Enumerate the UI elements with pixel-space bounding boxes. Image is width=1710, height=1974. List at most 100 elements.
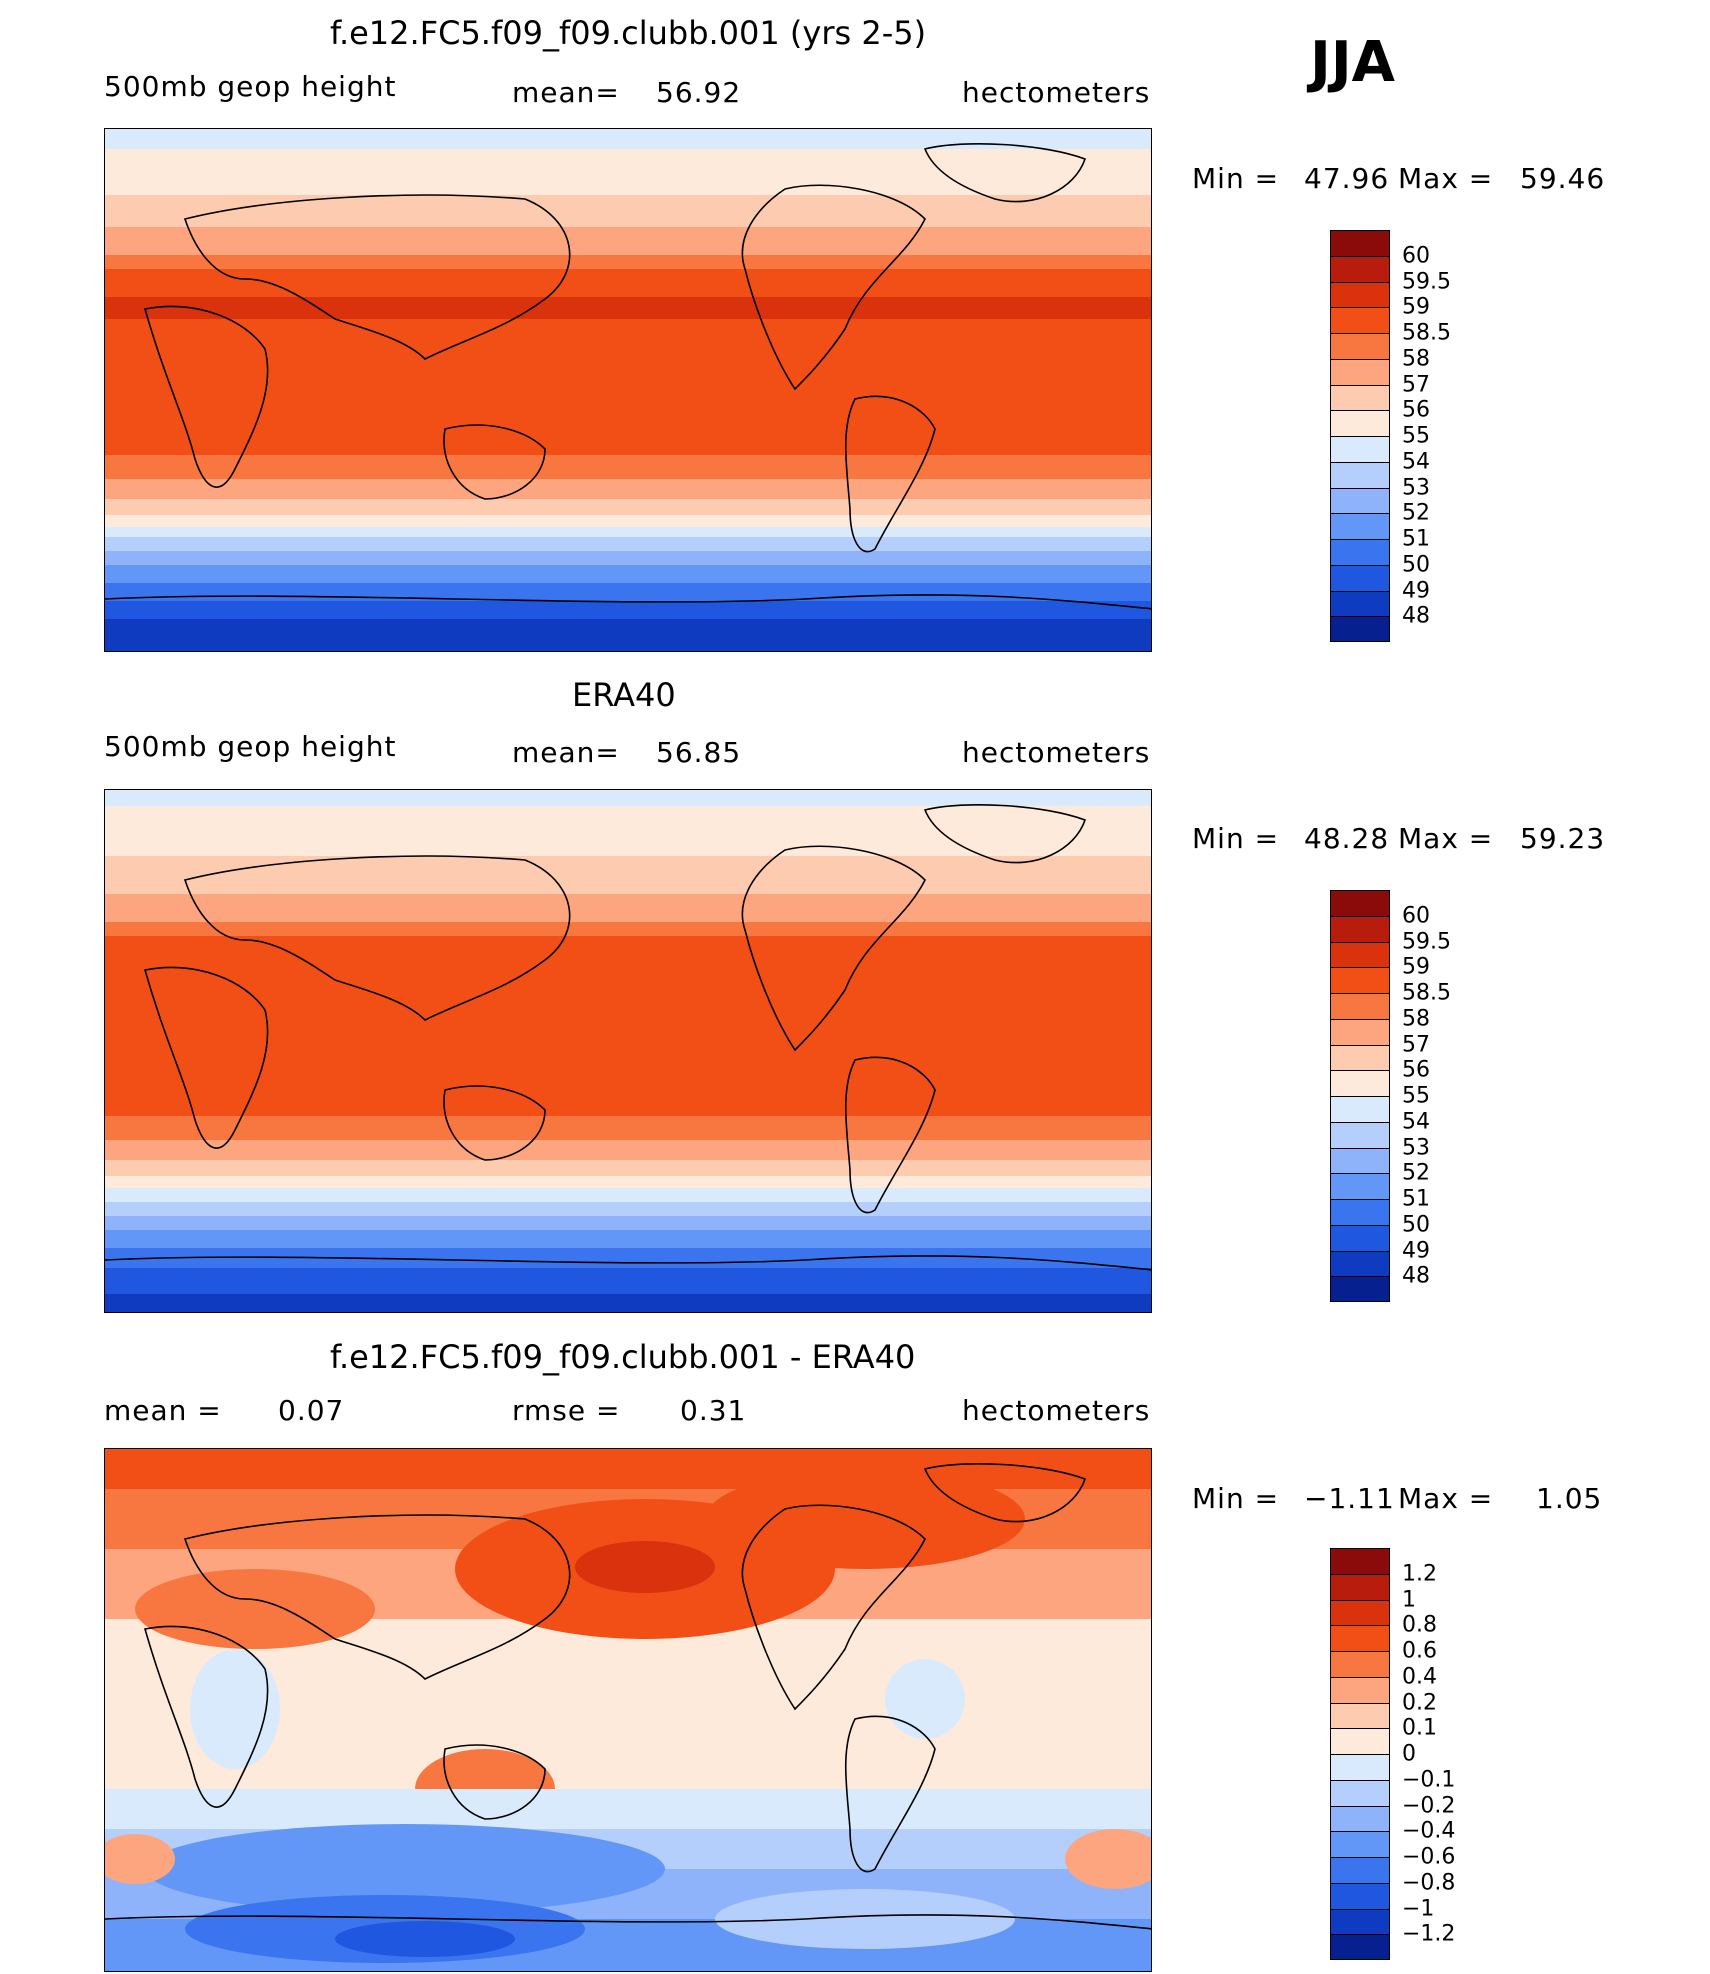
contour-band bbox=[105, 1296, 1151, 1299]
contour-band bbox=[105, 1048, 1151, 1051]
contour-band bbox=[105, 609, 1151, 612]
contour-band bbox=[105, 511, 1151, 514]
coastline bbox=[923, 804, 1087, 864]
contour-band bbox=[105, 269, 1151, 272]
colorbar-swatch bbox=[1330, 1857, 1390, 1883]
contour-band bbox=[105, 627, 1151, 630]
contour-band bbox=[105, 323, 1151, 326]
contour-band bbox=[105, 201, 1151, 204]
colorbar-swatch bbox=[1330, 461, 1390, 488]
contour-band bbox=[105, 423, 1151, 426]
contour-band bbox=[105, 1124, 1151, 1127]
contour-band bbox=[105, 1044, 1151, 1047]
contour-band bbox=[105, 1234, 1151, 1237]
coastline bbox=[143, 1625, 269, 1808]
contour-band bbox=[105, 1020, 1151, 1023]
contour-band bbox=[105, 856, 1151, 859]
contour-band bbox=[105, 1266, 1151, 1269]
contour-band bbox=[105, 275, 1151, 278]
colorbar-swatch bbox=[1330, 436, 1390, 462]
contour-band bbox=[105, 1068, 1151, 1071]
contour-band bbox=[105, 1088, 1151, 1091]
contour-band bbox=[105, 810, 1151, 813]
contour-band bbox=[105, 203, 1151, 206]
colorbar-label: 48 bbox=[1402, 603, 1430, 629]
contour-band bbox=[105, 1026, 1151, 1029]
contour-band bbox=[105, 826, 1151, 829]
contour-band bbox=[105, 1166, 1151, 1169]
colorbar-swatch bbox=[1330, 590, 1390, 617]
contour-band bbox=[105, 431, 1151, 434]
contour-band bbox=[105, 962, 1151, 965]
colorbar-label: −0.2 bbox=[1402, 1793, 1456, 1818]
contour-band bbox=[105, 812, 1151, 815]
colorbar-swatch bbox=[1330, 1754, 1390, 1780]
contour-band bbox=[105, 557, 1151, 560]
colorbar-swatch bbox=[1330, 1121, 1390, 1148]
contour-band bbox=[105, 1154, 1151, 1157]
contour-band bbox=[105, 153, 1151, 156]
contour-band bbox=[105, 583, 1151, 586]
contour-band bbox=[105, 1064, 1151, 1067]
contour-band bbox=[105, 621, 1151, 624]
contour-band bbox=[105, 1184, 1151, 1187]
contour-band bbox=[105, 443, 1151, 446]
contour-band bbox=[105, 1222, 1151, 1225]
contour-band bbox=[105, 591, 1151, 594]
contour-band bbox=[105, 966, 1151, 969]
contour-band bbox=[105, 545, 1151, 548]
contour-band bbox=[105, 339, 1151, 342]
contour-band bbox=[105, 473, 1151, 476]
panel1-max-value: 59.46 bbox=[1520, 162, 1606, 195]
colorbar-swatch bbox=[1330, 1250, 1390, 1277]
contour-band bbox=[105, 405, 1151, 408]
contour-band bbox=[105, 301, 1151, 304]
contour-band bbox=[105, 1290, 1151, 1293]
colorbar-label: 58.5 bbox=[1402, 980, 1451, 1006]
contour-band bbox=[105, 617, 1151, 620]
contour-band bbox=[105, 1076, 1151, 1079]
contour-band bbox=[105, 163, 1151, 166]
colorbar-swatch bbox=[1330, 307, 1390, 333]
contour-band bbox=[105, 285, 1151, 288]
contour-band bbox=[105, 974, 1151, 977]
contour-band bbox=[105, 1174, 1151, 1177]
contour-band bbox=[105, 954, 1151, 957]
colorbar-swatch bbox=[1330, 1573, 1390, 1600]
contour-band bbox=[105, 241, 1151, 244]
contour-band bbox=[105, 633, 1151, 636]
coastline bbox=[844, 395, 936, 553]
contour-band bbox=[105, 1286, 1151, 1289]
contour-band bbox=[105, 1126, 1151, 1129]
contour-band bbox=[105, 139, 1151, 142]
contour-band bbox=[105, 1110, 1151, 1113]
contour-band bbox=[105, 259, 1151, 262]
contour-band bbox=[105, 195, 1151, 198]
contour-band bbox=[105, 958, 1151, 961]
colorbar-label: 56 bbox=[1402, 397, 1430, 423]
panel2-units: hectometers bbox=[962, 736, 1151, 769]
colorbar-label: 50 bbox=[1402, 552, 1430, 578]
contour-band bbox=[105, 1242, 1151, 1245]
contour-band bbox=[105, 948, 1151, 951]
anomaly-region bbox=[105, 1449, 1151, 1489]
coastline bbox=[443, 1085, 546, 1161]
contour-band bbox=[105, 135, 1151, 138]
contour-band bbox=[105, 920, 1151, 923]
panel2-contour-field bbox=[105, 790, 1151, 1312]
contour-band bbox=[105, 435, 1151, 438]
anomaly-region bbox=[575, 1541, 715, 1593]
contour-band bbox=[105, 247, 1151, 250]
anomaly-region bbox=[135, 1569, 375, 1649]
colorbar-swatch bbox=[1330, 941, 1390, 968]
contour-band bbox=[105, 882, 1151, 885]
colorbar-label: 52 bbox=[1402, 500, 1430, 526]
contour-band bbox=[105, 397, 1151, 400]
contour-band bbox=[105, 491, 1151, 494]
contour-band bbox=[105, 267, 1151, 270]
colorbar-label: −0.4 bbox=[1402, 1818, 1456, 1844]
colorbar-swatch bbox=[1330, 1173, 1390, 1199]
contour-band bbox=[105, 651, 1152, 652]
contour-band bbox=[105, 1246, 1151, 1249]
contour-band bbox=[105, 131, 1151, 134]
